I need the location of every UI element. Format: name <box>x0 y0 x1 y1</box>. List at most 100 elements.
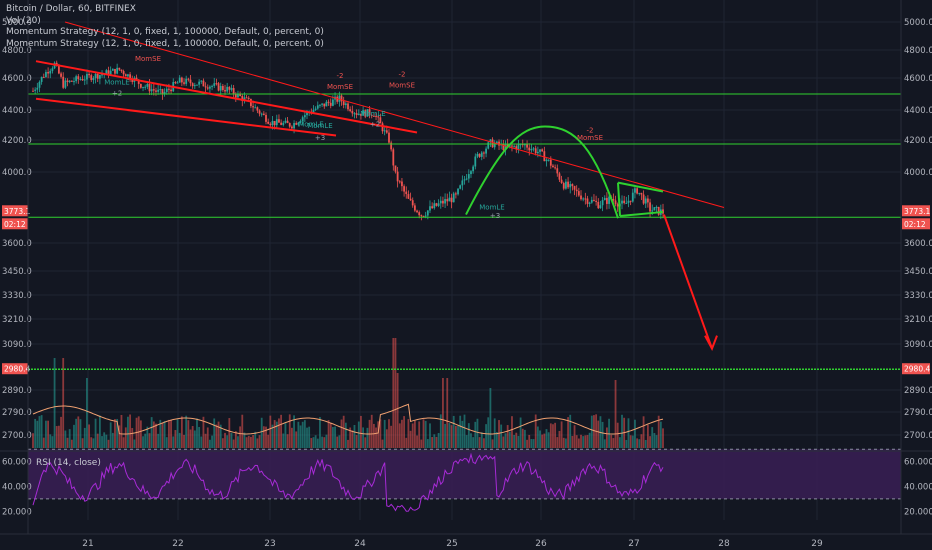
flag-left <box>617 182 621 217</box>
candle-body <box>174 82 177 84</box>
volume-bar <box>92 438 95 448</box>
price-axis-tick-left: 3450.0 <box>2 267 32 277</box>
volume-bar <box>55 426 58 448</box>
chart-legend: Bitcoin / Dollar, 60, BITFINEX Vol (20) … <box>6 4 324 50</box>
volume-bar <box>454 425 457 448</box>
candle-body <box>571 184 574 187</box>
price-axis-tick: 2790.0 <box>904 408 932 418</box>
volume-bar <box>344 422 347 448</box>
volume-bar <box>215 424 218 448</box>
candle-body <box>364 110 367 117</box>
candle-body <box>513 146 516 148</box>
rsi-axis-tick-left: 60.000 <box>2 458 32 468</box>
candle-body <box>327 101 330 103</box>
candle-body <box>118 67 121 70</box>
volume-bar <box>146 426 149 448</box>
volume-bar <box>483 438 485 448</box>
candle-body <box>472 166 475 172</box>
candle-body <box>506 143 509 147</box>
descending-channel-bottom <box>35 97 337 137</box>
volume-bar <box>606 427 608 448</box>
candle-body <box>377 116 380 118</box>
volume-bar <box>340 419 343 448</box>
candle-body <box>465 178 468 180</box>
volume-bar <box>366 427 369 448</box>
volume-bar <box>262 426 265 448</box>
volume-bar <box>237 436 239 448</box>
volume-bar <box>109 422 112 448</box>
candle-body <box>556 168 559 174</box>
rsi-axis-tick-left: 40.000 <box>2 483 32 493</box>
date-axis-tick: 22 <box>172 539 183 549</box>
candle-body <box>521 144 524 146</box>
volume-bar <box>528 434 531 448</box>
volume-bar <box>433 434 436 448</box>
volume-bar <box>649 436 651 448</box>
candle-body <box>32 90 34 92</box>
candle-body <box>353 113 356 115</box>
volume-bar <box>390 425 393 448</box>
candle-body <box>90 75 93 81</box>
volume-bar <box>217 421 220 448</box>
rsi-axis-tick: 40.000 <box>904 483 932 493</box>
price-axis-tick: 3450.0 <box>904 267 932 277</box>
candle-body <box>142 86 144 88</box>
candle-body <box>60 73 62 77</box>
candle-body <box>653 207 656 211</box>
candle-body <box>623 200 626 204</box>
volume-bar <box>38 416 41 448</box>
candle-body <box>34 89 37 91</box>
candle-body <box>273 121 276 126</box>
volume-bar <box>511 416 513 448</box>
volume-bar <box>640 434 643 448</box>
volume-bar <box>396 373 399 448</box>
candle-body <box>295 123 298 125</box>
volume-bar <box>383 419 386 448</box>
candle-body <box>230 88 233 90</box>
volume-bar <box>498 420 500 448</box>
volume-bar <box>256 438 259 448</box>
candle-body <box>183 82 185 84</box>
volume-bar <box>213 418 216 448</box>
volume-bar <box>569 414 572 448</box>
candle-body <box>429 206 431 211</box>
candle-body <box>599 205 602 209</box>
candle-body <box>278 119 280 123</box>
price-axis-tick-left: 2790.0 <box>2 408 32 418</box>
volume-bar <box>124 427 127 448</box>
volume-bar <box>86 378 88 448</box>
candle-body <box>325 101 328 107</box>
candle-body <box>476 153 479 157</box>
candle-body <box>590 199 593 203</box>
volume-bar <box>282 433 285 448</box>
volume-bar <box>521 428 524 448</box>
strategy-signal-label: MomSE <box>135 55 161 63</box>
volume-bar <box>608 418 610 448</box>
rsi-axis-tick-left: 20.000 <box>2 507 32 517</box>
volume-bar <box>530 439 533 448</box>
volume-bar <box>148 433 151 448</box>
rounded-top-pattern <box>465 125 619 219</box>
volume-bar <box>353 425 356 448</box>
volume-bar <box>122 437 125 448</box>
volume-bar <box>107 439 110 448</box>
candle-body <box>446 199 449 202</box>
candle-body <box>79 79 82 81</box>
candle-body <box>114 68 116 74</box>
candle-body <box>392 149 395 166</box>
volume-bar <box>75 418 78 448</box>
strategy-signal-count: -2 <box>587 127 594 135</box>
volume-bar <box>532 439 535 448</box>
candle-body <box>454 193 457 195</box>
candle-body <box>651 210 654 212</box>
volume-bar <box>310 438 313 448</box>
candle-body <box>444 199 446 204</box>
volume-bar <box>79 419 82 448</box>
candle-body <box>321 103 324 105</box>
candle-body <box>206 87 209 89</box>
strategy-label-2: Momentum Strategy (12, 1, 0, fixed, 1, 1… <box>6 38 324 49</box>
candle-body <box>396 171 399 182</box>
volume-bar <box>543 433 546 448</box>
volume-bar <box>586 435 589 448</box>
